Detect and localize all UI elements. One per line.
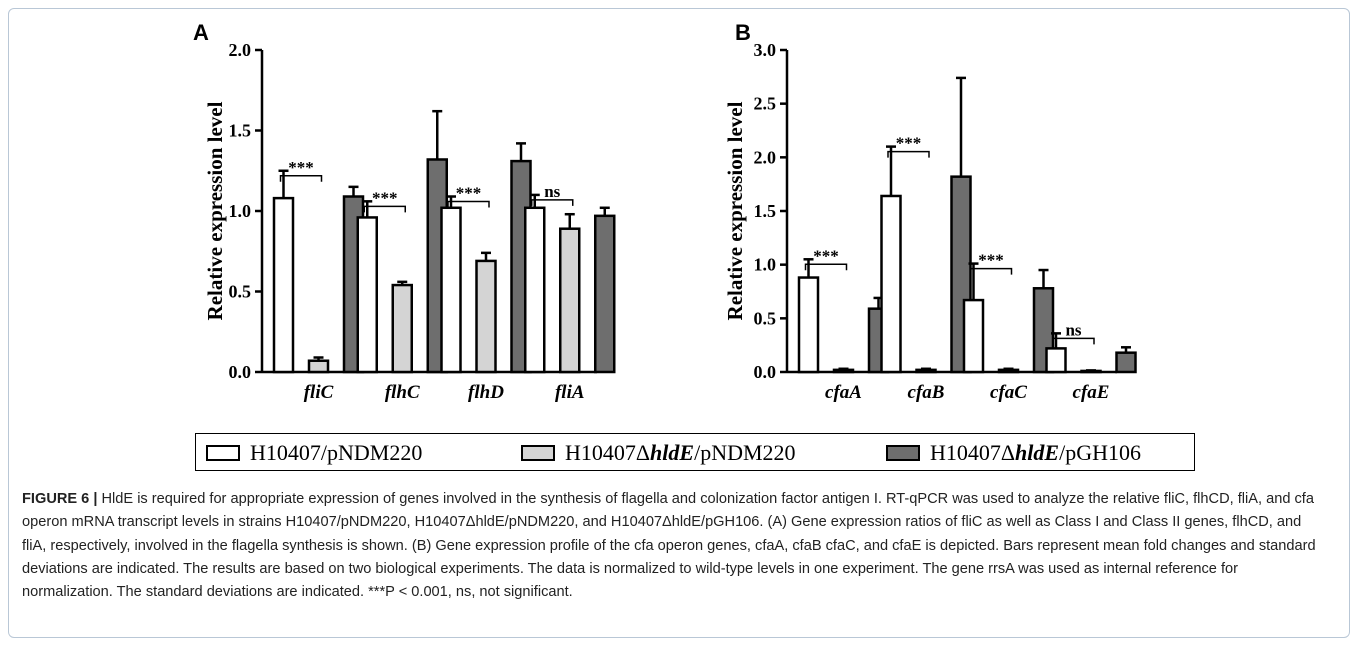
y-tick-label: 2.5 <box>754 94 777 114</box>
caption-label: FIGURE 6 | <box>22 491 98 507</box>
bar-fliA-series-3 <box>594 214 616 374</box>
bar-cfaC-series-1 <box>962 298 985 374</box>
y-tick-label: 0.5 <box>754 308 777 328</box>
bar-fliC-series-2 <box>307 359 330 374</box>
bar-cfaE-series-1 <box>1045 347 1067 374</box>
figure-6-charts: A 0.0 0.5 1.0 1.5 2.0 Relative expression leve… <box>193 20 1137 403</box>
bar-cfaC-series-2 <box>997 368 1020 374</box>
y-tick-label: 1.0 <box>754 255 777 275</box>
significance-label: ns <box>1065 320 1081 339</box>
panel-label-B: B <box>735 20 751 45</box>
bar-cfaA-series-2 <box>832 368 855 374</box>
figure-caption: FIGURE 6 | HldE is required for appropri… <box>22 488 1327 604</box>
y-tick-label: 2.0 <box>754 147 777 167</box>
bar-flhC-series-2 <box>391 283 413 374</box>
category-label-cfaE: cfaE <box>1073 382 1110 403</box>
significance-bracket <box>279 175 323 182</box>
y-tick-label: 2.0 <box>229 40 252 60</box>
category-label-fliC: fliC <box>304 382 334 403</box>
bar-cfaA-series-1 <box>797 276 820 374</box>
bar-fliC-series-1 <box>272 196 295 374</box>
bar-fliA-series-1 <box>524 206 546 374</box>
legend-swatch-dark-gray <box>886 445 920 461</box>
significance-label: *** <box>372 188 398 207</box>
legend: H10407/pNDM220 H10407ΔhldE/pNDM220 H1040… <box>195 433 1195 471</box>
legend-label: H10407/pNDM220 <box>250 440 423 465</box>
significance-bracket <box>969 267 1013 275</box>
y-tick-label: 0.0 <box>754 362 777 382</box>
category-label-cfaC: cfaC <box>990 382 1027 403</box>
panel-label-A: A <box>193 20 209 45</box>
bar-cfaB-series-1 <box>880 194 902 374</box>
category-label-flhC: flhC <box>385 382 420 403</box>
bar-cfaB-series-2 <box>915 368 937 374</box>
category-label-flhD: flhD <box>468 382 504 403</box>
figure-frame <box>8 8 1350 638</box>
legend-item-complemented: H10407ΔhldE/pGH106 <box>886 440 1141 465</box>
bar-flhD-series-2 <box>475 259 497 374</box>
legend-label: H10407ΔhldE/pGH106 <box>930 440 1141 465</box>
y-tick-label: 1.5 <box>754 201 777 221</box>
significance-label: *** <box>813 246 839 265</box>
caption-text: HldE is required for appropriate express… <box>22 491 1316 601</box>
significance-bracket <box>887 150 930 158</box>
y-tick-label: 1.5 <box>229 121 252 141</box>
significance-bracket <box>531 199 574 206</box>
legend-swatch-white <box>206 445 240 461</box>
category-label-cfaA: cfaA <box>825 382 862 403</box>
significance-label: *** <box>896 134 922 153</box>
y-axis-label: Relative expression level <box>203 101 227 320</box>
significance-bracket <box>447 200 490 208</box>
category-label-fliA: fliA <box>555 382 585 403</box>
legend-label: H10407ΔhldE/pNDM220 <box>565 440 796 465</box>
bar-flhC-series-1 <box>356 216 378 374</box>
y-tick-label: 0.5 <box>229 282 252 302</box>
category-label-cfaB: cfaB <box>908 382 945 403</box>
significance-label: ns <box>544 182 560 201</box>
bar-cfaE-series-3 <box>1115 351 1137 374</box>
bar-fliA-series-2 <box>559 227 581 374</box>
y-axis-label: Relative expression level <box>723 101 747 320</box>
bar-flhD-series-1 <box>440 206 462 374</box>
legend-item-wild-type: H10407/pNDM220 <box>206 440 423 465</box>
y-tick-label: 0.0 <box>229 362 252 382</box>
significance-bracket <box>804 263 848 271</box>
legend-item-mutant: H10407ΔhldE/pNDM220 <box>521 440 796 465</box>
y-tick-label: 3.0 <box>754 40 777 60</box>
significance-label: *** <box>456 184 482 203</box>
significance-label: *** <box>978 251 1004 270</box>
significance-bracket <box>363 205 406 213</box>
y-tick-label: 1.0 <box>229 201 252 221</box>
legend-swatch-light-gray <box>521 445 555 461</box>
significance-label: *** <box>288 158 314 177</box>
significance-bracket <box>1052 337 1095 345</box>
